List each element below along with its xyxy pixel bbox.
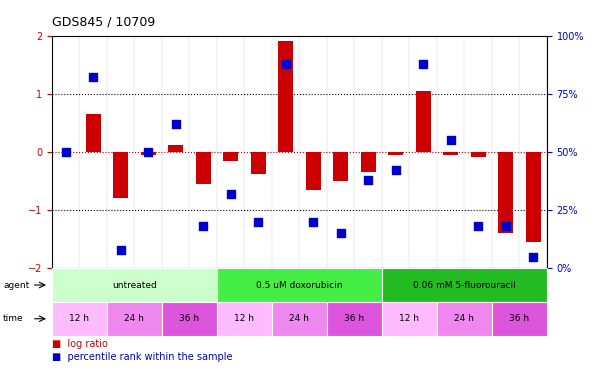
Point xyxy=(446,137,456,143)
Bar xyxy=(498,152,513,233)
Bar xyxy=(52,268,217,302)
Text: time: time xyxy=(3,314,24,323)
Point xyxy=(529,254,538,260)
Bar xyxy=(251,152,266,174)
Text: agent: agent xyxy=(3,280,29,290)
Bar xyxy=(443,152,458,155)
Bar xyxy=(113,152,128,198)
Point xyxy=(363,177,373,183)
Bar xyxy=(492,302,547,336)
Text: ■  log ratio: ■ log ratio xyxy=(52,339,108,349)
Bar xyxy=(52,302,107,336)
Bar xyxy=(168,145,183,152)
Bar xyxy=(86,114,101,152)
Bar xyxy=(196,152,211,184)
Point xyxy=(281,60,291,66)
Bar xyxy=(333,152,348,181)
Text: ■  percentile rank within the sample: ■ percentile rank within the sample xyxy=(52,352,232,362)
Bar xyxy=(162,302,217,336)
Bar xyxy=(107,302,162,336)
Bar xyxy=(470,152,486,156)
Bar xyxy=(415,91,431,152)
Bar xyxy=(223,152,238,160)
Text: 36 h: 36 h xyxy=(180,314,199,323)
Bar xyxy=(437,302,492,336)
Text: 24 h: 24 h xyxy=(125,314,144,323)
Point xyxy=(144,149,153,155)
Point xyxy=(391,168,401,174)
Point xyxy=(501,223,511,229)
Bar xyxy=(141,152,156,155)
Point xyxy=(336,230,346,236)
Text: 12 h: 12 h xyxy=(70,314,89,323)
Text: 24 h: 24 h xyxy=(455,314,474,323)
Text: 36 h: 36 h xyxy=(345,314,364,323)
Bar xyxy=(278,42,293,152)
Text: 24 h: 24 h xyxy=(290,314,309,323)
Bar xyxy=(382,302,437,336)
Point xyxy=(171,121,181,127)
Point xyxy=(116,246,126,252)
Text: 12 h: 12 h xyxy=(400,314,419,323)
Bar xyxy=(217,268,382,302)
Bar xyxy=(360,152,376,172)
Bar xyxy=(382,268,547,302)
Point xyxy=(418,60,428,66)
Bar xyxy=(525,152,541,242)
Bar xyxy=(306,152,321,190)
Point xyxy=(474,223,483,229)
Text: GDS845 / 10709: GDS845 / 10709 xyxy=(52,15,155,28)
Bar xyxy=(272,302,327,336)
Bar xyxy=(217,302,272,336)
Point xyxy=(198,223,208,229)
Bar xyxy=(327,302,382,336)
Point xyxy=(254,219,263,225)
Text: untreated: untreated xyxy=(112,280,157,290)
Point xyxy=(309,219,318,225)
Point xyxy=(61,149,71,155)
Text: 0.5 uM doxorubicin: 0.5 uM doxorubicin xyxy=(256,280,343,290)
Text: 36 h: 36 h xyxy=(510,314,529,323)
Text: 0.06 mM 5-fluorouracil: 0.06 mM 5-fluorouracil xyxy=(413,280,516,290)
Point xyxy=(89,75,98,81)
Bar xyxy=(388,152,403,155)
Text: 12 h: 12 h xyxy=(235,314,254,323)
Point xyxy=(226,191,236,197)
